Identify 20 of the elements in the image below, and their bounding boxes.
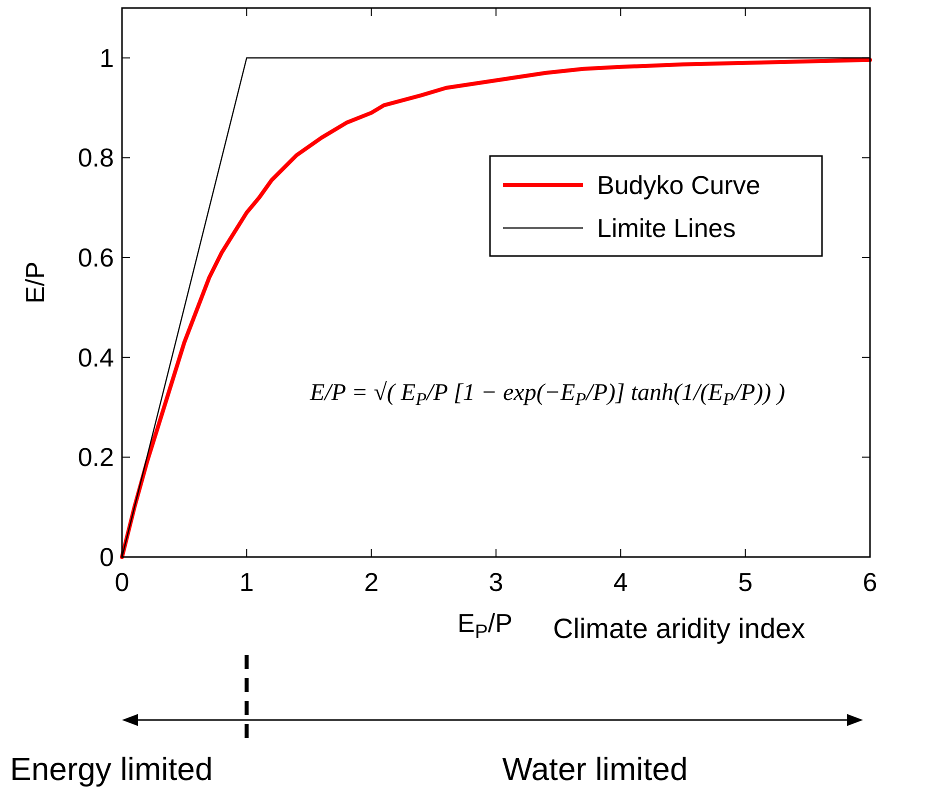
y-tick-label: 0.6: [78, 242, 114, 273]
x-tick-label: 2: [364, 567, 379, 597]
legend-label: Budyko Curve: [597, 170, 760, 200]
y-tick-label: 0: [100, 542, 114, 572]
x-tick-label: 6: [862, 567, 878, 597]
text: Energy limited: [10, 751, 213, 787]
y-tick-label: 0.2: [78, 442, 114, 472]
y-tick-label: 0.4: [78, 342, 114, 372]
x-tick-label: 4: [613, 567, 628, 597]
x-tick-label: 1: [239, 567, 254, 597]
y-axis-title: E/P: [20, 262, 50, 304]
legend-label: Limite Lines: [597, 213, 736, 243]
y-tick-label: 1: [100, 42, 114, 73]
x-tick-label: 3: [488, 567, 504, 597]
y-tick-label: 0.8: [78, 142, 114, 173]
annotation: E/P = √( E$_{P}$/P [1 − exp(−E$_{P}$/P)] tanh(1/(E$_{P}$/P)) ): [309, 380, 786, 410]
text: Water limited: [502, 751, 688, 787]
x-tick-label: 5: [738, 567, 753, 597]
text: Climate aridity index: [553, 613, 806, 644]
x-axis-title: E$_{P}$/P: [458, 608, 512, 643]
